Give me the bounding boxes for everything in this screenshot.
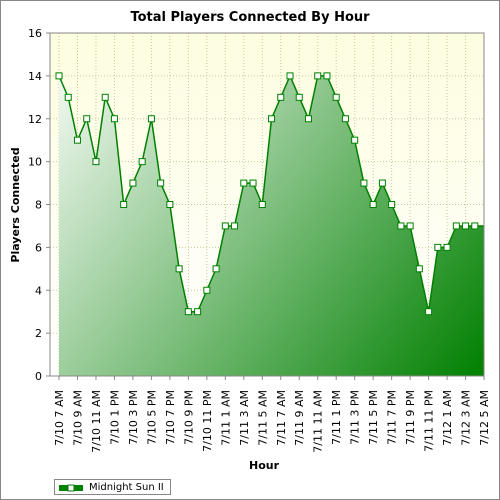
x-tick-label: 7/11 3 AM — [238, 390, 251, 446]
data-point — [64, 93, 72, 101]
x-tick-label: 7/11 9 AM — [293, 390, 306, 446]
y-tick-label: 14 — [28, 70, 42, 83]
data-point — [332, 93, 340, 101]
data-point — [184, 308, 192, 316]
x-tick-label: 7/10 1 PM — [108, 390, 121, 445]
legend-series-label: Midnight Sun II — [89, 481, 164, 493]
y-tick-label: 8 — [35, 199, 42, 212]
legend-series-swatch — [59, 481, 83, 493]
x-tick-label: 7/11 11 AM — [312, 390, 325, 453]
series-area-fill — [59, 75, 484, 376]
x-tick-label: 7/10 11 PM — [201, 390, 214, 452]
data-point — [304, 115, 312, 123]
y-tick-label: 2 — [35, 327, 42, 340]
data-point — [120, 201, 128, 208]
data-point — [286, 72, 294, 80]
x-tick-label: 7/11 9 PM — [404, 390, 417, 445]
y-tick-label: 0 — [35, 370, 42, 383]
x-tick-label: 7/12 3 AM — [460, 390, 473, 446]
data-point — [443, 243, 451, 251]
data-point — [351, 136, 359, 144]
data-point — [360, 179, 368, 187]
data-point — [212, 265, 220, 273]
x-axis-label: Hour — [249, 459, 280, 472]
data-point — [406, 222, 414, 230]
data-point — [110, 115, 118, 123]
x-tick-label: 7/12 1 AM — [441, 390, 454, 446]
data-point — [249, 179, 257, 187]
data-point — [83, 115, 91, 123]
data-point — [323, 72, 331, 80]
data-point — [73, 136, 81, 144]
x-tick-label: 7/11 1 AM — [219, 390, 232, 446]
x-tick-label: 7/10 7 PM — [164, 390, 177, 445]
data-point — [175, 265, 183, 273]
x-axis-ticks: 7/10 7 AM 7/10 9 AM 7/10 11 AM 7/10 1 PM 7/1… — [53, 376, 491, 453]
y-axis-ticks: 0 2 4 6 8 10 12 14 16 — [28, 27, 50, 383]
y-tick-label: 10 — [28, 156, 42, 169]
y-tick-label: 16 — [28, 27, 42, 40]
x-tick-label: 7/11 7 PM — [386, 390, 399, 445]
x-tick-label: 7/10 5 PM — [145, 390, 158, 445]
x-tick-label: 7/11 5 AM — [256, 390, 269, 446]
data-markers — [55, 72, 479, 316]
data-point — [295, 93, 303, 101]
data-point — [55, 72, 63, 80]
data-point — [101, 93, 109, 101]
data-point — [452, 222, 460, 230]
data-point — [277, 93, 285, 101]
data-point — [240, 179, 248, 187]
data-point — [434, 243, 442, 251]
x-tick-label: 7/10 3 PM — [127, 390, 140, 445]
data-point — [425, 308, 433, 316]
x-tick-label: 7/10 11 AM — [90, 390, 103, 453]
data-point — [157, 179, 165, 187]
y-tick-label: 6 — [35, 241, 42, 254]
x-tick-label: 7/11 7 AM — [275, 390, 288, 446]
y-axis-label: Players Connected — [9, 147, 22, 262]
x-tick-label: 7/11 5 PM — [367, 390, 380, 445]
data-point — [268, 115, 276, 123]
data-point — [166, 201, 174, 208]
x-tick-label: 7/12 5 AM — [478, 390, 491, 446]
data-point — [203, 286, 211, 294]
x-tick-label: 7/11 3 PM — [349, 390, 362, 445]
data-point — [462, 222, 470, 230]
data-point — [341, 115, 349, 123]
data-point — [221, 222, 229, 230]
data-point — [147, 115, 155, 123]
y-tick-label: 4 — [35, 284, 42, 297]
x-tick-label: 7/11 1 PM — [330, 390, 343, 445]
data-point — [415, 265, 423, 273]
data-point — [231, 222, 239, 230]
x-tick-label: 7/10 9 PM — [182, 390, 195, 445]
data-point — [194, 308, 202, 316]
legend: Midnight Sun II — [54, 479, 171, 495]
x-tick-label: 7/10 7 AM — [53, 390, 66, 446]
data-point — [258, 201, 266, 208]
data-point — [397, 222, 405, 230]
data-point — [388, 201, 396, 208]
chart-title: Total Players Connected By Hour — [130, 10, 370, 25]
x-tick-label: 7/11 11 PM — [423, 390, 436, 452]
data-point — [369, 201, 377, 208]
data-point — [314, 72, 322, 80]
x-tick-label: 7/10 9 AM — [71, 390, 84, 446]
data-point — [471, 222, 479, 230]
data-point — [378, 179, 386, 187]
y-tick-label: 12 — [28, 113, 42, 126]
data-point — [138, 158, 146, 166]
data-point — [92, 158, 100, 166]
data-point — [129, 179, 137, 187]
